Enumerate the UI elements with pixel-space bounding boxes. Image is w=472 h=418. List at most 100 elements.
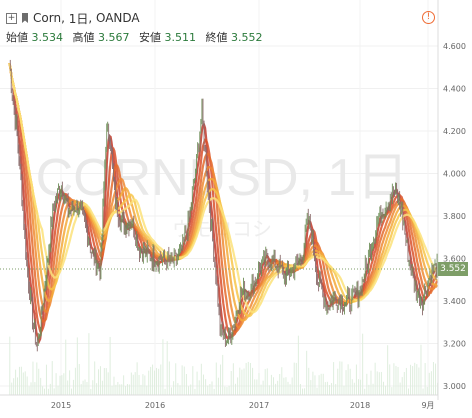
volume-bar <box>316 387 318 395</box>
volume-bar <box>247 361 249 395</box>
volume-bar <box>324 382 326 395</box>
volume-bar <box>82 380 84 395</box>
volume-bar <box>119 384 121 395</box>
volume-bar <box>40 377 42 395</box>
interval-label[interactable]: 1日 <box>68 11 89 26</box>
volume-bar <box>36 362 38 395</box>
volume-bar <box>78 363 80 395</box>
volume-bar <box>80 384 82 395</box>
volume-bar <box>125 386 127 395</box>
volume-bar <box>84 379 86 395</box>
volume-bar <box>304 388 306 395</box>
volume-bar <box>289 384 291 395</box>
price-axis[interactable]: 3.000 3.200 3.400 3.600 3.800 4.000 4.200 4.400… <box>443 42 466 391</box>
volume-bar <box>320 373 322 395</box>
price-bars <box>9 59 438 352</box>
volume-bar <box>287 381 289 395</box>
volume-bar <box>401 377 403 395</box>
volume-bar <box>333 362 335 395</box>
volume-bar <box>65 339 67 395</box>
volume-bar <box>44 388 46 395</box>
symbol-name[interactable]: Corn <box>33 11 62 25</box>
time-axis[interactable]: 2015 2016 2017 2018 9月 <box>51 401 435 410</box>
volume-bar <box>432 362 434 395</box>
y-tick-label: 4.000 <box>443 170 466 179</box>
volume-bar <box>153 370 155 395</box>
separator-comma-2: , <box>88 11 96 25</box>
volume-bar <box>345 370 347 395</box>
volume-bar <box>34 382 36 395</box>
volume-bar <box>162 339 164 395</box>
volume-bar <box>331 383 333 395</box>
volume-bar <box>376 371 378 395</box>
volume-bar <box>326 381 328 395</box>
high-value: 3.567 <box>98 31 130 44</box>
volume-bar <box>194 388 196 395</box>
volume-bar <box>374 362 376 395</box>
volume-bar <box>202 374 204 395</box>
volume-bar <box>109 336 111 395</box>
volume-bar <box>158 368 160 395</box>
volume-bar <box>435 363 437 395</box>
volume-bar <box>63 373 65 395</box>
volume-bar <box>341 361 343 395</box>
volume-bar <box>42 386 44 395</box>
volume-bar <box>370 370 372 395</box>
volume-bar <box>86 382 88 395</box>
volume-bar <box>144 375 146 395</box>
volume-bar <box>200 363 202 395</box>
volume-bar <box>132 374 134 395</box>
volume-bar <box>399 382 401 395</box>
volume-bar <box>405 367 407 395</box>
volume-bar <box>426 386 428 395</box>
bookmark-icon[interactable] <box>22 13 28 23</box>
volume-bar <box>74 367 76 395</box>
volume-bar <box>351 379 353 395</box>
volume-bar <box>232 363 234 395</box>
volume-bar <box>277 380 279 395</box>
expand-icon[interactable]: + <box>6 12 17 24</box>
volume-bar <box>237 377 239 395</box>
volume-bar <box>9 336 11 395</box>
x-tick-label: 2015 <box>51 401 71 410</box>
volume-bar <box>366 373 368 395</box>
volume-bar <box>45 364 47 395</box>
volume-bar <box>134 372 136 395</box>
volume-bar <box>355 364 357 395</box>
volume-bar <box>76 337 78 395</box>
y-tick-label: 3.000 <box>443 382 466 391</box>
volume-bar <box>183 366 185 395</box>
volume-bar <box>96 383 98 395</box>
volume-bar <box>308 367 310 395</box>
volume-bar <box>318 375 320 395</box>
volume-bar <box>101 380 103 395</box>
volume-bar <box>299 384 301 395</box>
volume-bar <box>179 385 181 395</box>
volume-bar <box>107 372 109 395</box>
volume-bar <box>152 364 154 395</box>
x-tick-label: 9月 <box>421 401 434 410</box>
volume-bar <box>226 387 228 395</box>
chart-header: + Corn , 1日 , OANDA <box>6 10 140 26</box>
alert-icon[interactable]: ! <box>422 11 435 24</box>
volume-bar <box>49 383 51 395</box>
volume-bar <box>407 388 409 395</box>
volume-bar <box>397 366 399 395</box>
volume-bar <box>94 361 96 395</box>
volume-bar <box>164 388 166 395</box>
volume-bar <box>416 364 418 395</box>
volume-bar <box>92 380 94 395</box>
volume-bar <box>430 371 432 395</box>
volume-bar <box>146 385 148 395</box>
volume-bar <box>22 372 24 395</box>
volume-bar <box>412 366 414 395</box>
low-value: 3.511 <box>164 31 197 44</box>
y-tick-label: 4.200 <box>443 127 466 136</box>
volume-bar <box>160 364 162 395</box>
volume-bar <box>115 384 117 395</box>
volume-bar <box>285 377 287 395</box>
volume-bar <box>378 372 380 395</box>
volume-bar <box>222 354 224 395</box>
volume-bar <box>15 369 17 395</box>
